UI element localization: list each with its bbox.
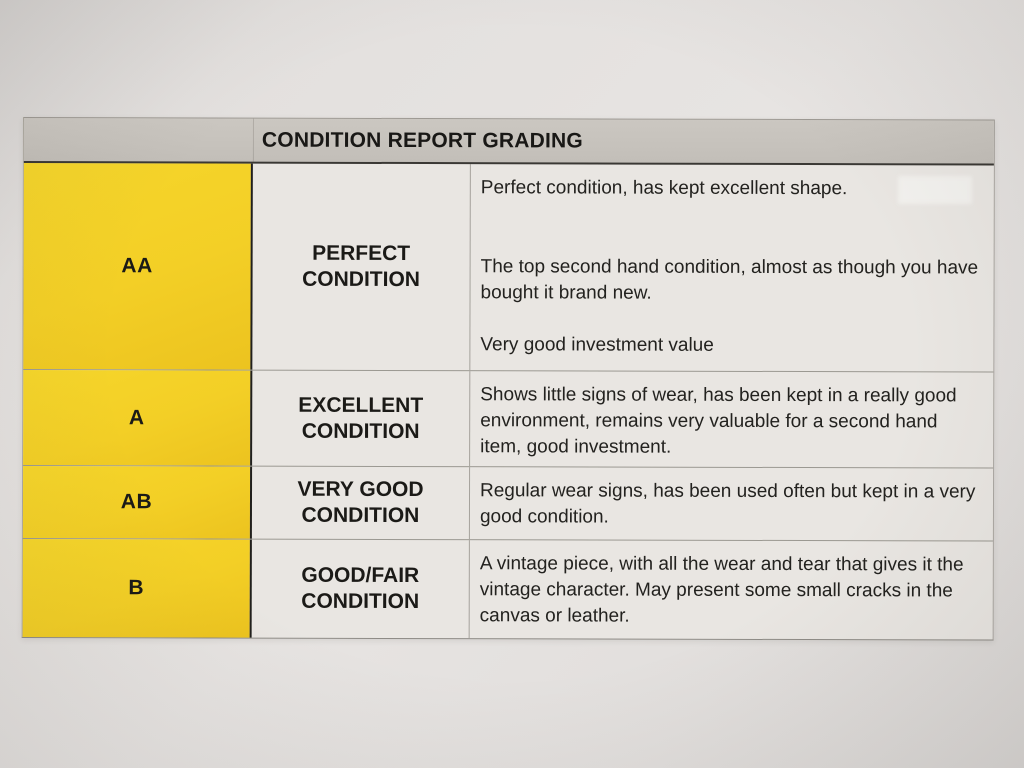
- description-paragraph: The top second hand condition, almost as…: [480, 256, 979, 304]
- condition-label-ab: VERY GOOD CONDITION: [251, 466, 471, 540]
- description-paragraph: Very good investment value: [480, 334, 714, 356]
- table-row-b: B GOOD/FAIR CONDITION A vintage piece, w…: [22, 538, 993, 640]
- grade-cell-a: A: [23, 370, 253, 466]
- description-paragraph: Shows little signs of wear, has been kep…: [480, 384, 957, 458]
- grade-cell-aa: AA: [23, 163, 253, 370]
- description-cell-ab: Regular wear signs, has been used often …: [470, 467, 993, 540]
- description-paragraph: Perfect condition, has kept excellent sh…: [480, 177, 848, 200]
- condition-label-b: GOOD/FAIR CONDITION: [251, 539, 470, 639]
- condition-label-aa: PERFECT CONDITION: [252, 163, 471, 371]
- description-cell-b: A vintage piece, with all the wear and t…: [470, 540, 993, 639]
- description-paragraph: Regular wear signs, has been used often …: [479, 480, 976, 528]
- description-cell-aa: Perfect condition, has kept excellent sh…: [470, 164, 994, 371]
- condition-label-a: EXCELLENT CONDITION: [252, 370, 471, 467]
- table-row-a: A EXCELLENT CONDITION Shows little signs…: [23, 369, 994, 468]
- condition-grading-table: CONDITION REPORT GRADING AA PERFECT COND…: [21, 117, 995, 641]
- grade-cell-b: B: [22, 539, 252, 638]
- table-row-ab: AB VERY GOOD CONDITION Regular wear sign…: [22, 465, 994, 541]
- grade-cell-ab: AB: [22, 466, 253, 539]
- table-row-aa: AA PERFECT CONDITION Perfect condition, …: [23, 163, 994, 372]
- table-title: CONDITION REPORT GRADING: [261, 128, 583, 153]
- description-cell-a: Shows little signs of wear, has been kep…: [470, 371, 993, 467]
- table-header: CONDITION REPORT GRADING: [23, 117, 994, 166]
- description-paragraph: A vintage piece, with all the wear and t…: [479, 553, 964, 627]
